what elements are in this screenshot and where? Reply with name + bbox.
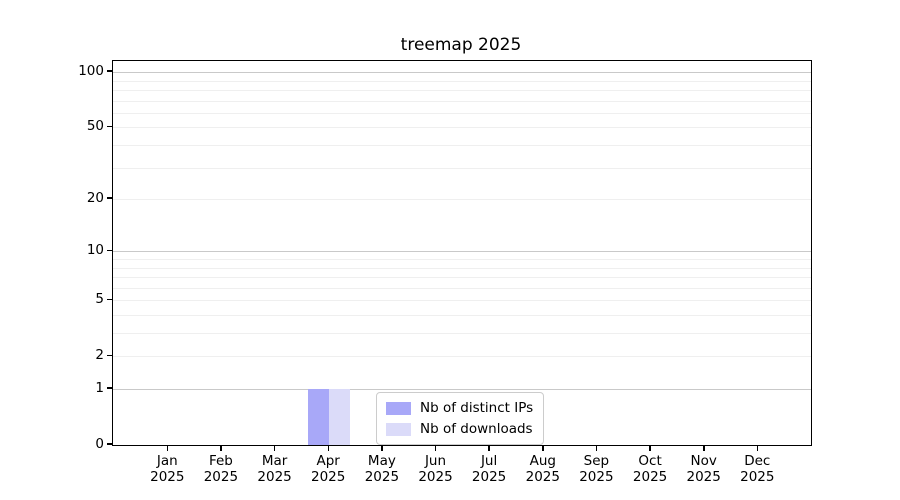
gridline-minor xyxy=(113,300,811,302)
y-tick-label: 20 xyxy=(86,190,104,207)
y-tick-label: 50 xyxy=(86,118,104,135)
x-tick-label: Sep 2025 xyxy=(566,453,626,485)
gridline-major xyxy=(113,251,811,253)
x-tick-mark xyxy=(649,445,651,451)
gridline-minor xyxy=(113,315,811,316)
gridline-minor xyxy=(113,199,811,201)
y-tick-label: 5 xyxy=(95,291,104,308)
gridline-minor xyxy=(113,112,811,114)
x-tick-month: Feb xyxy=(208,453,233,469)
x-tick-mark xyxy=(434,445,437,451)
x-tick-month: Aug xyxy=(529,453,556,469)
x-tick-year: 2025 xyxy=(632,469,668,485)
gridline-minor xyxy=(113,259,811,260)
x-tick-label: Jul 2025 xyxy=(459,453,519,485)
x-tick-year: 2025 xyxy=(257,469,292,485)
x-tick-mark xyxy=(273,445,276,451)
x-tick-month: Sep xyxy=(583,453,610,469)
gridline-minor xyxy=(113,100,811,102)
gridline-minor xyxy=(113,277,811,278)
y-tick-mark xyxy=(107,387,112,389)
y-tick-label: 10 xyxy=(86,242,104,259)
x-tick-mark xyxy=(220,445,222,451)
gridline-major xyxy=(113,72,811,74)
x-tick-label: Aug 2025 xyxy=(513,453,573,485)
gridline-minor xyxy=(113,90,811,91)
y-tick-label: 2 xyxy=(95,347,104,364)
x-tick-month: Jun xyxy=(424,453,447,469)
gridline-minor xyxy=(113,356,811,358)
x-tick-mark xyxy=(381,445,383,451)
x-tick-mark xyxy=(756,445,759,451)
x-tick-label: Apr 2025 xyxy=(298,453,358,485)
x-tick-mark xyxy=(703,445,705,451)
x-tick-year: 2025 xyxy=(686,469,721,485)
legend-label-distinct-ips: Nb of distinct IPs xyxy=(420,400,534,416)
x-tick-label: Nov 2025 xyxy=(674,453,734,485)
gridline-minor xyxy=(113,145,811,146)
legend-entry-downloads: Nb of downloads xyxy=(386,421,533,437)
x-tick-month: Apr xyxy=(316,453,340,469)
legend-swatch-downloads xyxy=(386,422,411,436)
gridline-major xyxy=(113,389,811,390)
y-tick-mark xyxy=(107,443,112,445)
gridline-minor xyxy=(113,80,811,82)
x-tick-year: 2025 xyxy=(740,469,775,485)
x-tick-label: May 2025 xyxy=(352,453,412,485)
x-tick-year: 2025 xyxy=(364,469,400,485)
chart-title: treemap 2025 xyxy=(400,35,522,55)
x-tick-mark xyxy=(327,445,329,451)
x-tick-month: May xyxy=(367,453,396,469)
gridline-minor xyxy=(113,267,811,269)
y-tick-label: 0 xyxy=(95,436,104,452)
gridline-minor xyxy=(113,127,811,129)
x-tick-label: Mar 2025 xyxy=(245,453,305,485)
x-tick-label: Dec 2025 xyxy=(727,453,787,485)
y-tick-mark xyxy=(107,197,112,199)
x-tick-mark xyxy=(166,445,169,451)
x-tick-label: Jan 2025 xyxy=(137,453,197,485)
y-tick-label: 100 xyxy=(78,63,104,80)
x-tick-label: Oct 2025 xyxy=(620,453,680,485)
legend-entry-distinct-ips: Nb of distinct IPs xyxy=(386,400,533,416)
x-tick-year: 2025 xyxy=(471,469,507,485)
y-tick-mark xyxy=(107,249,112,251)
x-tick-mark xyxy=(488,445,490,451)
x-tick-month: Jan xyxy=(156,453,178,469)
x-tick-year: 2025 xyxy=(150,469,185,485)
plot-area: Nb of distinct IPs Nb of downloads xyxy=(112,60,812,446)
x-tick-year: 2025 xyxy=(525,469,560,485)
x-tick-month: Nov xyxy=(690,453,717,469)
x-tick-mark xyxy=(542,445,544,451)
gridline-minor xyxy=(113,287,811,289)
y-tick-mark xyxy=(107,125,112,128)
y-tick-mark xyxy=(107,298,112,300)
x-tick-month: Oct xyxy=(638,453,662,469)
gridline-minor xyxy=(113,333,811,334)
x-tick-label: Feb 2025 xyxy=(191,453,251,485)
gridline-minor xyxy=(113,167,811,169)
legend: Nb of distinct IPs Nb of downloads xyxy=(376,392,545,445)
x-tick-label: Jun 2025 xyxy=(406,453,466,485)
x-tick-year: 2025 xyxy=(579,469,614,485)
x-tick-year: 2025 xyxy=(418,469,453,485)
x-tick-month: Dec xyxy=(744,453,771,469)
x-tick-month: Jul xyxy=(480,453,498,469)
y-tick-label: 1 xyxy=(95,380,104,396)
bar-nb-of-downloads xyxy=(329,389,351,445)
x-tick-year: 2025 xyxy=(311,469,346,485)
bar-nb-of-distinct-ips xyxy=(308,389,330,445)
x-tick-year: 2025 xyxy=(203,469,239,485)
y-tick-mark xyxy=(107,70,112,72)
legend-label-downloads: Nb of downloads xyxy=(420,421,533,437)
y-tick-mark xyxy=(107,354,112,356)
x-tick-month: Mar xyxy=(261,453,288,469)
x-tick-mark xyxy=(595,445,598,451)
legend-swatch-distinct-ips xyxy=(386,401,411,415)
